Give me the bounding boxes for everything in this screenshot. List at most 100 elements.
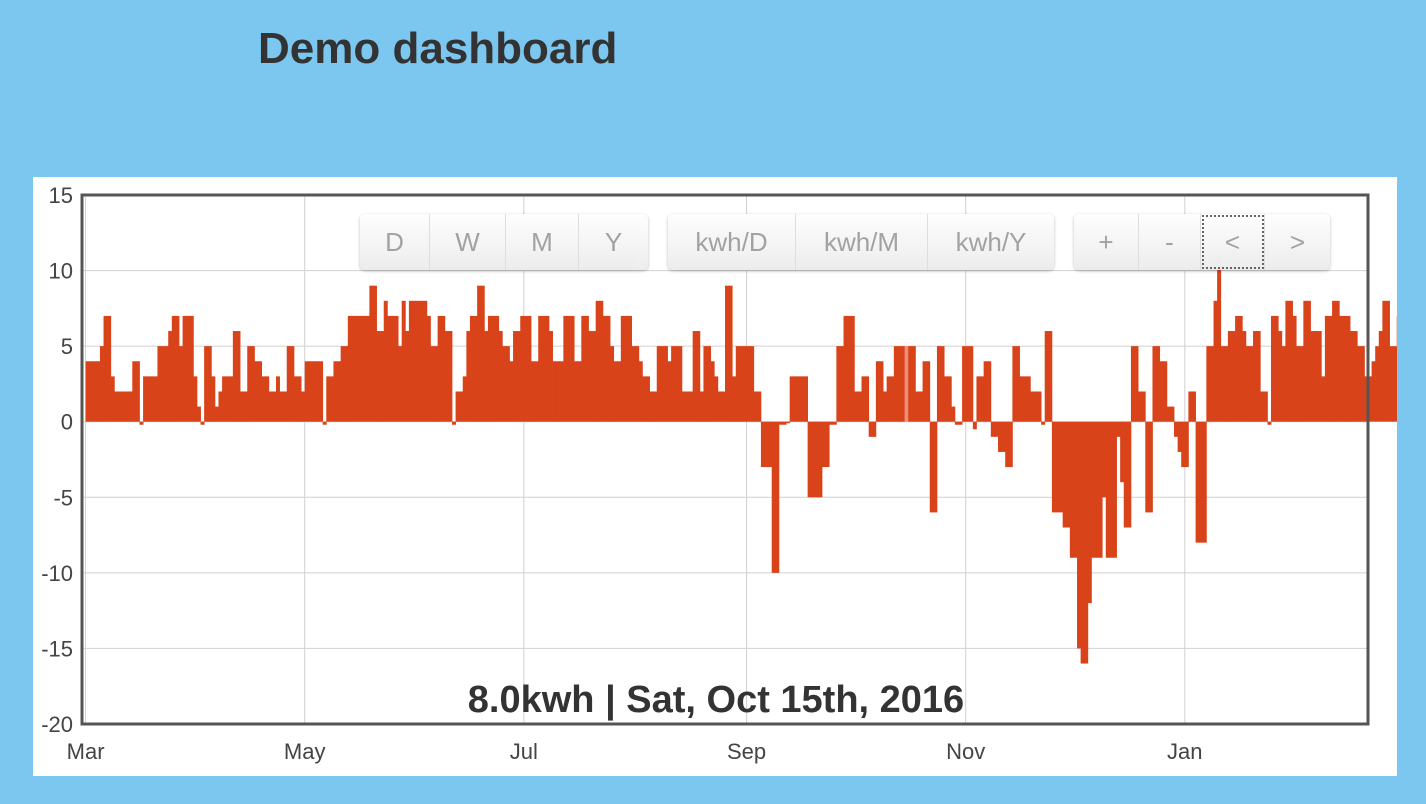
bar <box>434 346 439 422</box>
bar <box>380 331 385 422</box>
bar <box>990 421 995 437</box>
bar <box>1321 376 1326 422</box>
bar <box>868 421 873 437</box>
bar <box>1105 421 1110 558</box>
bar <box>1148 421 1153 513</box>
y-tick-label: 15 <box>49 183 73 208</box>
period-week-button[interactable]: W <box>430 214 506 270</box>
bar <box>171 315 176 422</box>
bar <box>1069 421 1074 558</box>
bar <box>311 361 316 422</box>
bar <box>1012 346 1017 422</box>
pan-right-button[interactable]: > <box>1265 214 1330 270</box>
unit-kwh-day-button[interactable]: kwh/D <box>668 214 796 270</box>
bar <box>1393 346 1397 422</box>
bar <box>340 346 345 422</box>
unit-button-group: kwh/D kwh/M kwh/Y <box>668 214 1054 270</box>
bar <box>1350 331 1355 422</box>
y-tick-label: -20 <box>41 712 73 737</box>
bar <box>301 391 306 422</box>
bar <box>893 346 898 422</box>
bar <box>1235 315 1240 422</box>
bar <box>265 376 270 422</box>
period-year-button[interactable]: Y <box>579 214 648 270</box>
bar <box>721 391 726 422</box>
bar <box>926 361 931 422</box>
bar <box>125 391 130 422</box>
bar <box>168 331 173 422</box>
bar <box>304 361 309 422</box>
bar <box>1195 421 1200 543</box>
bar <box>1353 331 1358 422</box>
bar <box>1278 331 1283 422</box>
bar <box>714 376 719 422</box>
bar <box>114 391 119 422</box>
bar <box>333 361 338 422</box>
bar <box>337 361 342 422</box>
page-title: Demo dashboard <box>258 24 618 73</box>
bar <box>1062 421 1067 528</box>
bar <box>362 315 367 422</box>
bar <box>1138 391 1143 422</box>
bar <box>275 376 280 422</box>
bar <box>229 376 234 422</box>
bar <box>581 315 586 422</box>
bar <box>484 331 489 422</box>
bar <box>1335 300 1340 422</box>
period-month-button[interactable]: M <box>506 214 579 270</box>
pan-left-button[interactable]: < <box>1201 214 1265 270</box>
unit-kwh-year-button[interactable]: kwh/Y <box>928 214 1054 270</box>
bar <box>196 406 201 422</box>
bar <box>908 346 913 422</box>
bar <box>1371 361 1376 422</box>
zoom-in-button[interactable]: + <box>1074 214 1139 270</box>
bar <box>175 315 180 422</box>
bar <box>401 300 406 422</box>
bar <box>998 421 1002 452</box>
bar <box>1112 421 1117 558</box>
bar <box>157 346 162 422</box>
bar <box>1199 421 1204 543</box>
bar <box>789 376 794 422</box>
bar <box>678 346 683 422</box>
bar <box>1288 300 1293 422</box>
bar <box>326 376 331 422</box>
bar <box>1102 421 1107 498</box>
zoom-nav-button-group: + - < > <box>1074 214 1330 270</box>
chart-panel: 15 10 5 0 -5 -10 -15 -20 Mar May Jul Sep Nov Jan D W … <box>33 177 1397 776</box>
bar <box>556 361 561 422</box>
bar <box>879 361 884 422</box>
zoom-out-button[interactable]: - <box>1139 214 1201 270</box>
bar <box>829 421 834 425</box>
bar <box>850 315 855 422</box>
bar <box>1378 331 1383 422</box>
unit-kwh-month-button[interactable]: kwh/M <box>796 214 928 270</box>
bar <box>671 346 676 422</box>
bar <box>602 315 607 422</box>
bar <box>861 376 866 422</box>
bar <box>189 315 194 422</box>
bar <box>387 315 392 422</box>
bar <box>232 331 237 422</box>
bar <box>268 391 273 422</box>
bar <box>1328 315 1333 422</box>
x-tick-label: May <box>284 739 326 764</box>
bar <box>1008 421 1013 468</box>
bar <box>857 391 862 422</box>
bar <box>570 315 575 422</box>
bar <box>444 331 449 422</box>
bar <box>667 361 672 422</box>
bar <box>685 391 690 422</box>
bar <box>527 315 532 422</box>
bar <box>272 391 277 422</box>
period-day-button[interactable]: D <box>360 214 430 270</box>
bar <box>1066 421 1071 528</box>
bar <box>293 376 298 422</box>
bar <box>365 315 370 422</box>
bar <box>1141 391 1146 422</box>
bar <box>128 391 133 422</box>
bar <box>1163 361 1168 422</box>
bar <box>419 300 424 422</box>
bar <box>1382 300 1387 422</box>
bar <box>918 391 923 422</box>
